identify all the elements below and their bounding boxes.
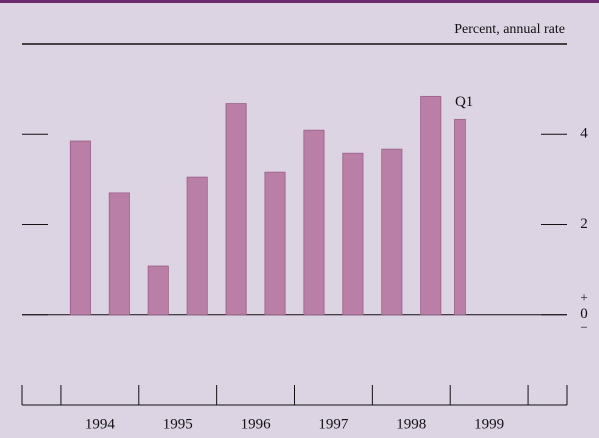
bar: [108, 192, 130, 316]
unit-label: Percent, annual rate: [454, 22, 565, 37]
x-tick-label: 1999: [474, 416, 504, 432]
y-tick-label: 2: [580, 216, 588, 232]
bar: [186, 176, 208, 316]
bar: [303, 129, 325, 316]
y-tick-label: 0: [580, 306, 588, 322]
y-tick-label: 4: [580, 126, 588, 142]
x-tick-label: 1995: [163, 416, 193, 432]
zero-sign-minus: −: [580, 320, 587, 335]
x-tick-label: 1994: [85, 416, 116, 432]
bar: [225, 103, 247, 316]
bar: [381, 148, 403, 316]
bar: [264, 171, 286, 316]
zero-sign-plus: +: [580, 290, 587, 305]
bar: [147, 265, 169, 316]
bar: [342, 152, 364, 316]
top-border: [0, 0, 599, 3]
x-tick-label: 1996: [241, 416, 272, 432]
x-tick-label: 1998: [396, 416, 426, 432]
annotation: Q1: [455, 94, 473, 110]
bar: [69, 140, 91, 316]
x-tick-label: 1997: [318, 416, 349, 432]
bar: [454, 118, 466, 316]
bar: [420, 95, 442, 316]
